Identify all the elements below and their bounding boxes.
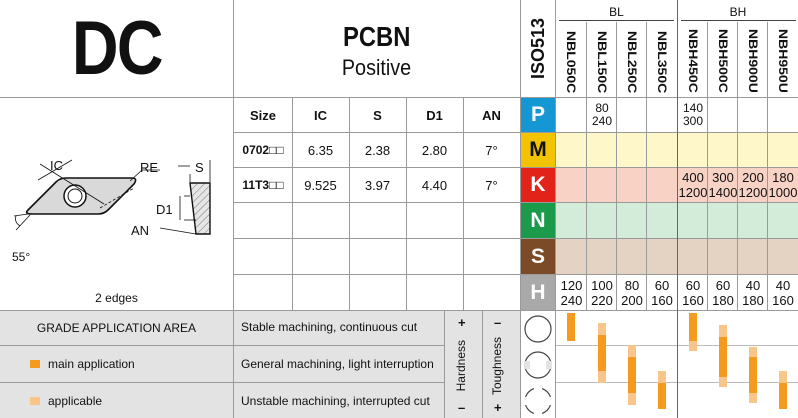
main-application-swatch xyxy=(30,360,40,368)
conditions-panel xyxy=(234,311,521,418)
condition-1: Stable machining, continuous cut xyxy=(241,320,418,334)
dim-ic: 9.525 xyxy=(304,177,337,193)
material-cell: PCBN Positive xyxy=(234,0,520,97)
iso-header-cell: ISO513 xyxy=(521,0,555,97)
grade-name: NBH450C xyxy=(686,29,700,93)
hardness-plus: + xyxy=(458,315,466,330)
dim-header-d1: D1 xyxy=(426,107,443,123)
iso-letter: H xyxy=(530,280,546,304)
speed-k-nbh450c: 400 1200 xyxy=(678,169,708,200)
speed-h-nbl150c: 100 220 xyxy=(591,277,613,308)
insert-drawing xyxy=(13,159,211,235)
legend-main: main application xyxy=(48,357,135,371)
speed-h-nbh900u: 40 180 xyxy=(742,277,764,308)
angle-label: 55° xyxy=(12,250,31,264)
speed-h-nbh450c: 60 160 xyxy=(682,277,704,308)
shape-code-cell: DC xyxy=(0,0,233,97)
iso-p-badge: P xyxy=(521,98,555,132)
applicable-swatch xyxy=(30,397,40,405)
iso-h-badge: H xyxy=(521,275,555,310)
grade-name: NBH900U xyxy=(746,29,760,93)
material-title: PCBN xyxy=(343,20,411,52)
dim-header-an: AN xyxy=(482,107,501,123)
iso-letter: N xyxy=(530,208,546,232)
iso-n-badge: N xyxy=(521,203,555,238)
application-title: GRADE APPLICATION AREA xyxy=(36,321,197,335)
grade-col-2: NBL150C xyxy=(587,5,617,97)
hardness-axis: Hardness xyxy=(451,335,471,397)
grade-col-4: NBL350C xyxy=(647,5,677,97)
grade-col-7: NBH900U xyxy=(738,5,768,97)
grade-col-8: NBH950U xyxy=(768,5,798,97)
d1-label: D1 xyxy=(156,202,173,217)
grade-name: NBH950U xyxy=(776,29,790,93)
condition-2: General machining, light interruption xyxy=(241,357,434,371)
dim-d1: 2.80 xyxy=(421,142,448,158)
speed-h-nbl250c: 80 200 xyxy=(621,277,643,308)
speed-h-nbl050c: 120 240 xyxy=(560,277,583,308)
grade-col-6: NBH500C xyxy=(708,5,738,97)
grade-col-5: NBH450C xyxy=(678,5,708,97)
dim-s: 2.38 xyxy=(364,142,391,158)
edges-label: 2 edges xyxy=(95,291,138,305)
toughness-minus: – xyxy=(494,315,502,330)
grade-col-3: NBL250C xyxy=(617,5,647,97)
iso-letter: P xyxy=(530,103,545,126)
legend-applicable: applicable xyxy=(48,394,103,408)
grade-name: NBL050C xyxy=(564,30,578,93)
group-bh-label: BH xyxy=(729,5,747,19)
dim-size: 11T3□□ xyxy=(242,178,284,192)
speed-h-nbl350c: 60 160 xyxy=(651,277,673,308)
iso-s-badge: S xyxy=(521,239,555,274)
dim-header-s: S xyxy=(373,107,382,123)
toughness-axis: Toughness xyxy=(487,335,507,397)
iso-m-badge: M xyxy=(521,133,555,167)
insert-side-view xyxy=(189,182,211,235)
dim-size: 0702□□ xyxy=(242,143,284,157)
dim-header-size: Size xyxy=(249,107,276,123)
speed-k-nbh950u: 180 1000 xyxy=(768,169,798,200)
grade-col-1: NBL050C xyxy=(556,5,586,97)
dim-d1: 4.40 xyxy=(421,177,448,193)
iso-letter: M xyxy=(529,138,547,161)
dim-an: 7° xyxy=(485,142,498,158)
iso-k-badge: K xyxy=(521,168,555,202)
dim-ic: 6.35 xyxy=(307,142,334,158)
hardness-label: Hardness xyxy=(454,340,468,392)
iso-letter: K xyxy=(530,173,546,196)
grade-name: NBL350C xyxy=(655,30,669,93)
speed-p-nbl150c: 80 240 xyxy=(591,101,613,128)
group-bh-header: BH xyxy=(678,2,798,22)
an-label: AN xyxy=(131,223,150,238)
speed-h-nbh500c: 60 180 xyxy=(712,277,734,308)
group-bl-label: BL xyxy=(609,5,624,19)
dim-header-ic: IC xyxy=(314,107,327,123)
speed-h-nbh950u: 40 160 xyxy=(772,277,794,308)
speed-p-nbh450c: 140 300 xyxy=(682,101,704,128)
grade-name: NBL150C xyxy=(595,30,609,93)
speed-k-nbh900u: 200 1200 xyxy=(738,169,768,200)
speed-k-nbh500c: 300 1400 xyxy=(708,169,738,200)
grade-name: NBH500C xyxy=(716,29,730,93)
condition-3: Unstable machining, interrupted cut xyxy=(241,394,430,408)
cut-type-icons xyxy=(524,315,552,415)
dim-s: 3.97 xyxy=(364,177,391,193)
shape-code: DC xyxy=(71,6,164,91)
dim-an: 7° xyxy=(485,177,498,193)
toughness-label: Toughness xyxy=(490,336,504,396)
s-label: S xyxy=(195,160,204,175)
hardness-minus: – xyxy=(458,400,466,415)
group-bl-header: BL xyxy=(556,2,677,22)
re-label: RE xyxy=(140,160,159,175)
iso-label: ISO513 xyxy=(527,17,548,80)
toughness-plus: + xyxy=(494,400,502,415)
geometry-subtitle: Positive xyxy=(342,54,412,80)
iso-letter: S xyxy=(530,244,545,268)
grade-name: NBL250C xyxy=(625,30,639,93)
continuous-cut-icon xyxy=(524,315,552,343)
ic-label: IC xyxy=(50,158,63,173)
